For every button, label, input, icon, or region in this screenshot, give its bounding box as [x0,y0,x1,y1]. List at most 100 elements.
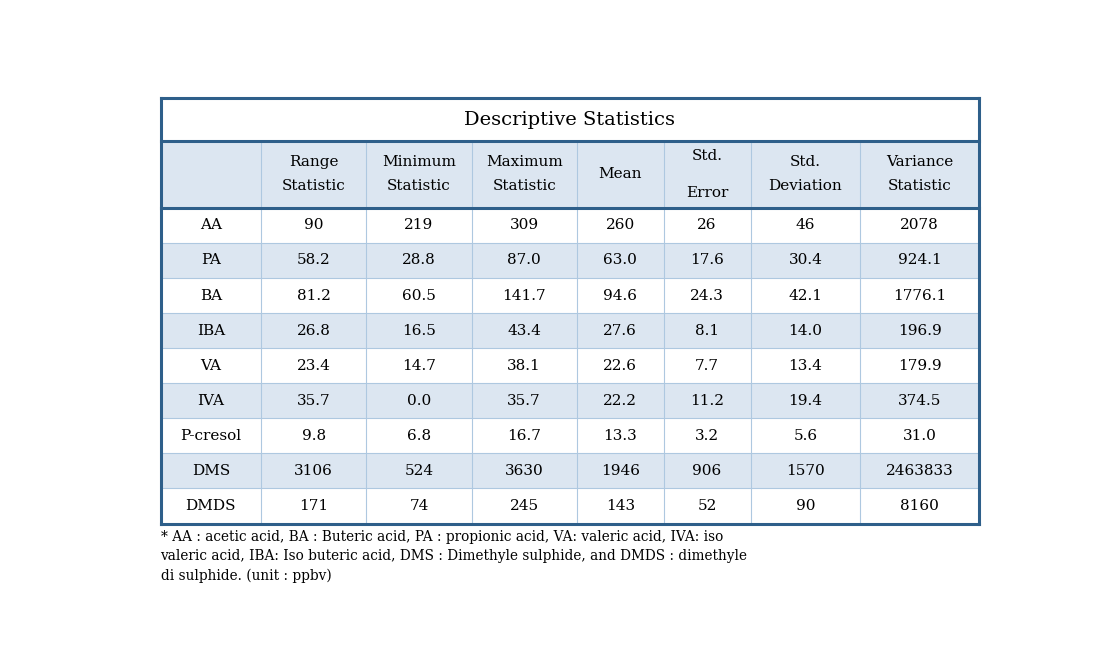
Text: 30.4: 30.4 [788,253,823,267]
Text: 58.2: 58.2 [297,253,330,267]
Text: Std.: Std. [790,155,821,170]
Text: PA: PA [201,253,221,267]
Text: 22.2: 22.2 [603,394,637,408]
Text: Error: Error [686,186,728,200]
Text: 3106: 3106 [295,464,334,478]
Text: 13.3: 13.3 [604,429,637,443]
Text: 28.8: 28.8 [403,253,436,267]
Text: Maximum: Maximum [486,155,563,170]
Text: 524: 524 [405,464,434,478]
Text: 9.8: 9.8 [301,429,326,443]
Bar [160,243,980,278]
Text: 27.6: 27.6 [604,324,637,338]
Bar [160,383,980,418]
Text: 17.6: 17.6 [691,253,724,267]
Text: 13.4: 13.4 [788,358,823,373]
Text: IBA: IBA [197,324,225,338]
Text: 19.4: 19.4 [788,394,823,408]
Text: 74: 74 [409,499,428,513]
Text: 906: 906 [693,464,722,478]
Text: Std.: Std. [692,149,723,163]
Text: 90: 90 [796,499,815,513]
Bar [160,348,980,383]
Text: * AA : acetic acid, BA : Buteric acid, PA : propionic acid, VA: valeric acid, IV: * AA : acetic acid, BA : Buteric acid, P… [160,530,723,544]
Text: BA: BA [200,289,222,303]
Bar [160,141,980,208]
Text: 5.6: 5.6 [793,429,817,443]
Text: AA: AA [200,218,222,232]
Text: DMS: DMS [191,464,230,478]
Text: 43.4: 43.4 [507,324,542,338]
Text: 7.7: 7.7 [695,358,719,373]
Text: 81.2: 81.2 [297,289,330,303]
Text: 42.1: 42.1 [788,289,823,303]
Text: 8.1: 8.1 [695,324,719,338]
Text: 6.8: 6.8 [407,429,431,443]
Text: 141.7: 141.7 [503,289,546,303]
Text: 924.1: 924.1 [897,253,942,267]
Text: 14.7: 14.7 [403,358,436,373]
Text: Descriptive Statistics: Descriptive Statistics [465,111,675,129]
Text: 8160: 8160 [901,499,940,513]
Bar [160,278,980,313]
Text: 3.2: 3.2 [695,429,719,443]
Text: 63.0: 63.0 [604,253,637,267]
Text: 38.1: 38.1 [507,358,542,373]
Text: 245: 245 [509,499,538,513]
Bar [160,98,980,141]
Text: Statistic: Statistic [282,180,346,194]
Text: 24.3: 24.3 [691,289,724,303]
Text: 143: 143 [606,499,635,513]
Text: 16.5: 16.5 [403,324,436,338]
Text: 219: 219 [405,218,434,232]
Text: 52: 52 [697,499,717,513]
Text: 26: 26 [697,218,717,232]
Text: Statistic: Statistic [887,180,952,194]
Text: 179.9: 179.9 [898,358,942,373]
Text: Variance: Variance [886,155,953,170]
Text: di sulphide. (unit : ppbv): di sulphide. (unit : ppbv) [160,569,331,584]
Text: IVA: IVA [197,394,225,408]
Text: Range: Range [289,155,338,170]
Text: VA: VA [200,358,221,373]
Text: 2078: 2078 [901,218,940,232]
Text: 2463833: 2463833 [886,464,954,478]
Text: 35.7: 35.7 [507,394,540,408]
Text: DMDS: DMDS [186,499,236,513]
Text: Statistic: Statistic [387,180,450,194]
Text: 260: 260 [606,218,635,232]
Text: P-cresol: P-cresol [180,429,241,443]
Text: 14.0: 14.0 [788,324,823,338]
Text: 46: 46 [796,218,815,232]
Text: 1570: 1570 [786,464,825,478]
Text: 11.2: 11.2 [691,394,724,408]
Text: valeric acid, IBA: Iso buteric acid, DMS : Dimethyle sulphide, and DMDS : dimeth: valeric acid, IBA: Iso buteric acid, DMS… [160,549,747,563]
Bar [160,454,980,488]
Text: 87.0: 87.0 [507,253,542,267]
Text: Statistic: Statistic [493,180,556,194]
Bar [160,313,980,348]
Bar [160,488,980,523]
Text: 3630: 3630 [505,464,544,478]
Text: 94.6: 94.6 [603,289,637,303]
Bar [160,208,980,243]
Text: 0.0: 0.0 [407,394,431,408]
Text: 35.7: 35.7 [297,394,330,408]
Text: 1946: 1946 [600,464,639,478]
Text: 90: 90 [304,218,324,232]
Text: 26.8: 26.8 [297,324,330,338]
Text: 171: 171 [299,499,328,513]
Text: 22.6: 22.6 [603,358,637,373]
Text: Deviation: Deviation [768,180,842,194]
Bar [160,418,980,454]
Text: 16.7: 16.7 [507,429,542,443]
Text: Minimum: Minimum [383,155,456,170]
Text: 1776.1: 1776.1 [893,289,946,303]
Text: 60.5: 60.5 [403,289,436,303]
Text: Mean: Mean [598,168,642,182]
Text: 374.5: 374.5 [898,394,942,408]
Text: 196.9: 196.9 [897,324,942,338]
Text: 23.4: 23.4 [297,358,330,373]
Text: 31.0: 31.0 [903,429,936,443]
Text: 309: 309 [509,218,538,232]
